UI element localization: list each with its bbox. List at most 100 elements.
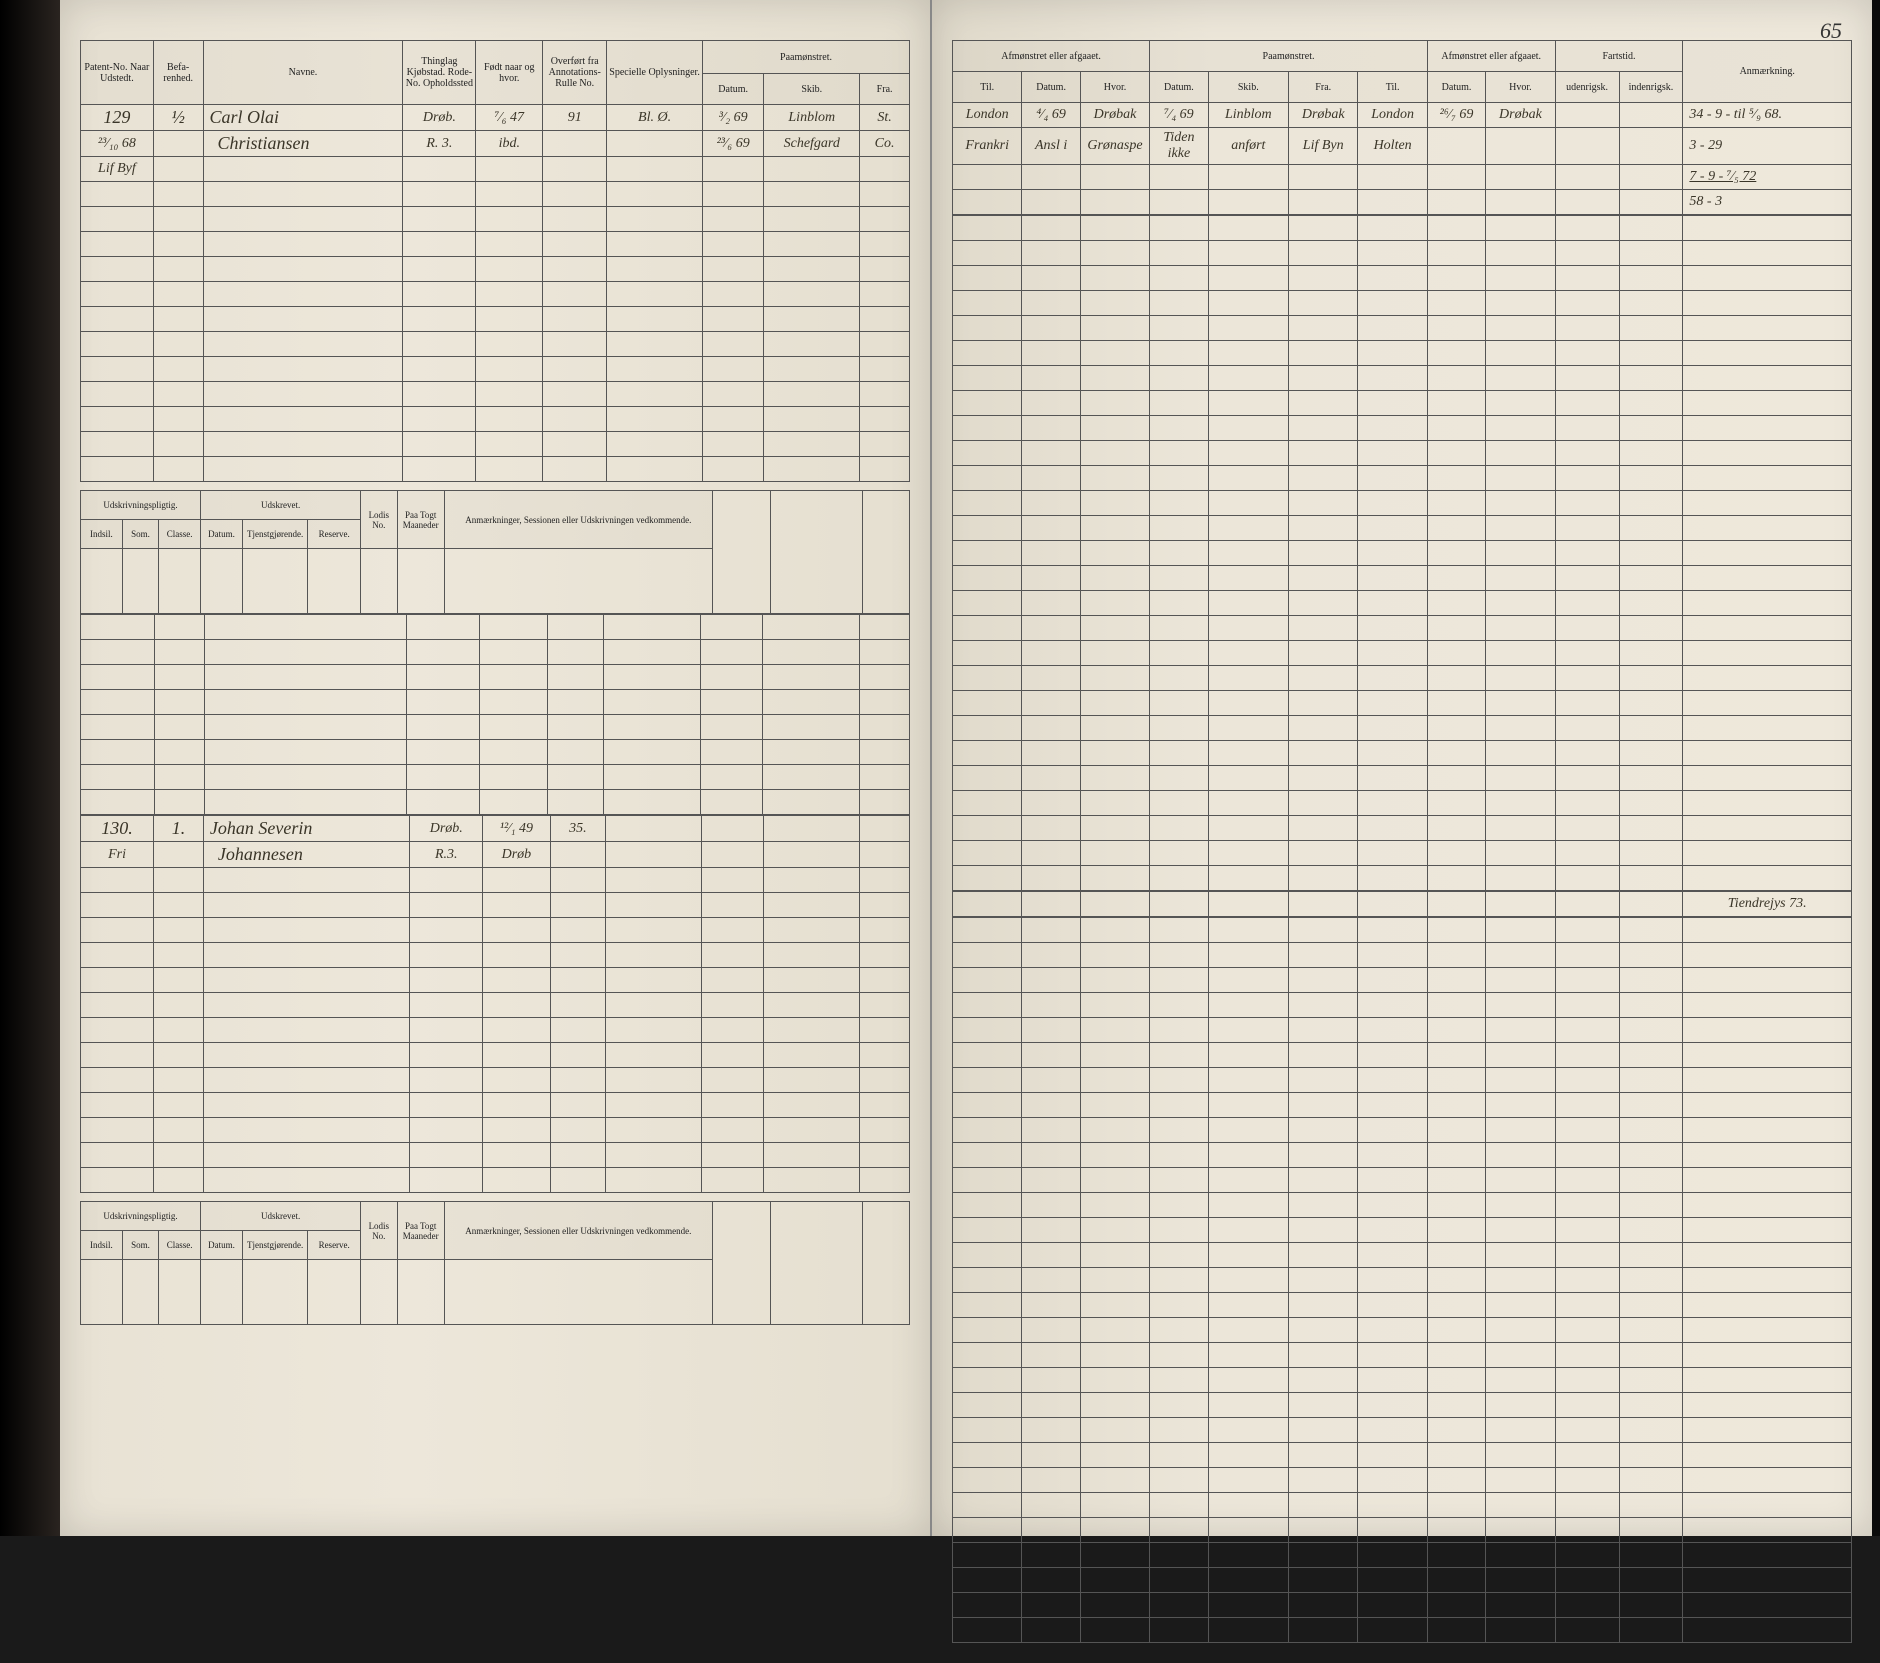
hdr-fodt: Født naar og hvor.: [476, 41, 543, 105]
r2-befar: 1.: [154, 816, 204, 842]
right-empty-1: [952, 215, 1852, 891]
rh-s0: Til.: [953, 72, 1022, 103]
hdr-thinglag: Thinglag Kjøbstad. Rode-No. Opholdssted: [403, 41, 476, 105]
sh-c7: Paa Togt Maaneder: [397, 491, 444, 549]
sh2-c5: Reserve.: [308, 1231, 361, 1260]
r1-date: ²³⁄₁₀ 68: [81, 131, 154, 157]
r2-sted2: R.3.: [410, 842, 483, 868]
sh2-c3: Datum.: [201, 1231, 243, 1260]
rh-s6: Til.: [1358, 72, 1427, 103]
rh-g4: Anmærkning.: [1683, 41, 1852, 103]
rr1-1-4: anført: [1208, 128, 1288, 165]
sh-c8: Anmærkninger, Sessionen eller Udskrivnin…: [444, 491, 712, 549]
anm1-2: 7 - 9 - ⁷⁄₅ 72: [1683, 165, 1852, 190]
rr1-1-0: Frankri: [953, 128, 1022, 165]
r1-fodt2: ibd.: [476, 131, 543, 157]
r1-f1: Co.: [860, 131, 910, 157]
rr1-0-6: London: [1358, 103, 1427, 128]
r2-rulle: 35.: [550, 816, 606, 842]
right-record2: Tiendrejys 73.: [952, 891, 1852, 917]
hdr-befar: Befa-renhed.: [153, 41, 203, 105]
hdr-datum: Datum.: [703, 74, 764, 105]
r1-navn2: Christiansen: [203, 131, 403, 157]
rh-g3: Fartstid.: [1555, 41, 1683, 72]
r2-patent: 130.: [81, 816, 154, 842]
hdr-fra: Fra.: [860, 74, 910, 105]
left-record2-table: 130. 1. Johan Severin Drøb. ¹²⁄₁ 49 35. …: [80, 815, 910, 1193]
rr1-0-3: ⁷⁄₄ 69: [1150, 103, 1208, 128]
sh2-t1: Udskrivningspligtig.: [81, 1202, 201, 1231]
anm1-3: 58 - 3: [1683, 190, 1852, 215]
hdr-patent: Patent-No. Naar Udstedt.: [81, 41, 154, 105]
left-mid-filler: [80, 614, 910, 815]
sh-t1: Udskrivningspligtig.: [81, 491, 201, 520]
sh2-c6: Lodis No.: [361, 1202, 397, 1260]
sh-c2: Classe.: [159, 520, 201, 549]
rh-s8: Hvor.: [1486, 72, 1555, 103]
r1-d1: ²³⁄₆ 69: [703, 131, 764, 157]
r2-fodt1: ¹²⁄₁ 49: [483, 816, 550, 842]
rr1-0-7: ²⁶⁄₇ 69: [1427, 103, 1485, 128]
sh-c1: Som.: [122, 520, 158, 549]
rh-s2: Hvor.: [1080, 72, 1149, 103]
rr1-0-8: Drøbak: [1486, 103, 1555, 128]
r1-befar: ½: [153, 105, 203, 131]
r2-sig: Fri: [81, 842, 154, 868]
r1-sig: Lif Byf: [81, 157, 154, 182]
left-sub-table-1: Udskrivningspligtig. Udskrevet. Lodis No…: [80, 490, 910, 614]
r2-navn2: Johannesen: [203, 842, 409, 868]
rh-s3: Datum.: [1150, 72, 1208, 103]
hdr-navne: Navne.: [203, 41, 403, 105]
sh2-c2: Classe.: [159, 1231, 201, 1260]
r1-sted2: R. 3.: [403, 131, 476, 157]
rh-g0: Afmønstret eller afgaaet.: [953, 41, 1150, 72]
r2-fodt2: Drøb: [483, 842, 550, 868]
right-page: 65 Afmønstret eller afgaaet. Paamønstret…: [932, 0, 1872, 1536]
r2-navn1: Johan Severin: [203, 816, 409, 842]
left-page: Patent-No. Naar Udstedt. Befa-renhed. Na…: [60, 0, 932, 1536]
rr1-0-1: ⁴⁄₄ 69: [1022, 103, 1080, 128]
right-main-table: Afmønstret eller afgaaet. Paamønstret. A…: [952, 40, 1852, 215]
rh-s4: Skib.: [1208, 72, 1288, 103]
rr1-1-1: Ansl i: [1022, 128, 1080, 165]
sh2-c1: Som.: [122, 1231, 158, 1260]
right-empty-2: [952, 917, 1852, 1643]
sh2-c0: Indsil.: [81, 1231, 123, 1260]
sh-c4: Tjenstgjørende.: [242, 520, 307, 549]
sh-t2: Udskrevet.: [201, 491, 361, 520]
hdr-rulle: Overført fra Annotations-Rulle No.: [543, 41, 607, 105]
hdr-opl: Specielle Oplysninger.: [607, 41, 703, 105]
rh-s10: indenrigsk.: [1619, 72, 1683, 103]
left-sub-table-2: Udskrivningspligtig. Udskrevet. Lodis No…: [80, 1201, 910, 1325]
rh-g2: Afmønstret eller afgaaet.: [1427, 41, 1555, 72]
sh2-t2: Udskrevet.: [201, 1202, 361, 1231]
anm1-1: 3 - 29: [1683, 128, 1852, 165]
r1-fodt1: ⁷⁄₆ 47: [476, 105, 543, 131]
r1-d0: ³⁄₂ 69: [703, 105, 764, 131]
page-number: 65: [1820, 18, 1842, 44]
rr1-0-2: Drøbak: [1080, 103, 1149, 128]
rr1-1-6: Holten: [1358, 128, 1427, 165]
sh-c3: Datum.: [201, 520, 243, 549]
r1-s1: Schefgard: [764, 131, 860, 157]
r1-opl: Bl. Ø.: [607, 105, 703, 131]
sh-c5: Reserve.: [308, 520, 361, 549]
sh2-c8: Anmærkninger, Sessionen eller Udskrivnin…: [444, 1202, 712, 1260]
r1-s0: Linblom: [764, 105, 860, 131]
r1-navn1: Carl Olai: [203, 105, 403, 131]
rr1-1-3: Tiden ikke: [1150, 128, 1208, 165]
rr1-1-5: Lif Byn: [1289, 128, 1358, 165]
hdr-skib: Skib.: [764, 74, 860, 105]
rr1-0-0: London: [953, 103, 1022, 128]
sh2-c7: Paa Togt Maaneder: [397, 1202, 444, 1260]
hdr-paamon: Paamønstret.: [703, 41, 910, 74]
rr1-0-4: Linblom: [1208, 103, 1288, 128]
rh-g1: Paamønstret.: [1150, 41, 1428, 72]
rh-s9: udenrigsk.: [1555, 72, 1619, 103]
r2-sted: Drøb.: [410, 816, 483, 842]
r1-patent: 129: [81, 105, 154, 131]
rh-s1: Datum.: [1022, 72, 1080, 103]
anm2: Tiendrejys 73.: [1683, 892, 1852, 917]
sh2-c4: Tjenstgjørende.: [242, 1231, 307, 1260]
sh-c6: Lodis No.: [361, 491, 397, 549]
